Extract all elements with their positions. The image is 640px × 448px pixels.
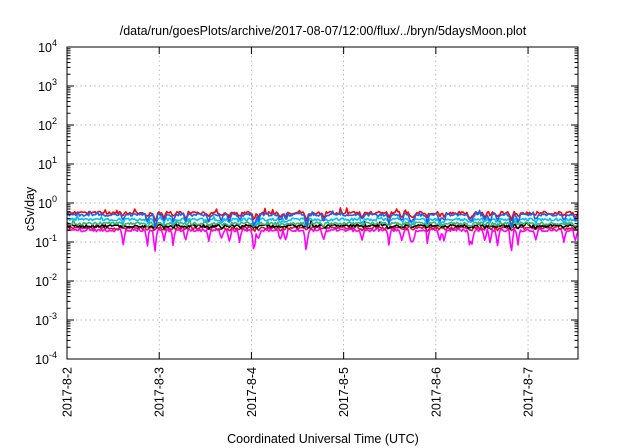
series-line-0: [66, 224, 579, 252]
x-tick-label: 2017-8-3: [153, 367, 167, 417]
y-tick-label: 103: [38, 77, 57, 94]
y-tick-label: 10-2: [35, 272, 57, 289]
x-tick-label: 2017-8-5: [337, 367, 351, 417]
y-axis-label: cSv/day: [23, 186, 37, 231]
y-tick-label: 104: [38, 38, 57, 55]
series-line-3: [66, 218, 579, 229]
y-tick-label: 102: [38, 116, 57, 133]
x-axis-label: Coordinated Universal Time (UTC): [227, 432, 419, 446]
y-tick-label: 101: [38, 155, 57, 172]
y-tick-label: 10-4: [35, 350, 57, 367]
grid: [66, 47, 578, 359]
chart-title: /data/run/goesPlots/archive/2017-08-07/1…: [120, 24, 527, 38]
y-tick-label: 10-1: [35, 233, 57, 250]
axes: 10-4 10-3 10-2 10-1 100 101 102 103 104 2017-8-2 2…: [35, 38, 578, 417]
series-line-6: [66, 209, 579, 229]
x-tick-label: 2017-8-2: [61, 367, 75, 417]
x-tick-label: 2017-8-6: [429, 367, 443, 417]
x-tick-label: 2017-8-7: [522, 367, 536, 417]
y-tick-label: 100: [38, 194, 57, 211]
plot-frame: [66, 46, 579, 360]
series-group: [66, 207, 579, 252]
x-tick-label: 2017-8-4: [245, 367, 259, 417]
y-tick-label: 10-3: [35, 311, 57, 328]
